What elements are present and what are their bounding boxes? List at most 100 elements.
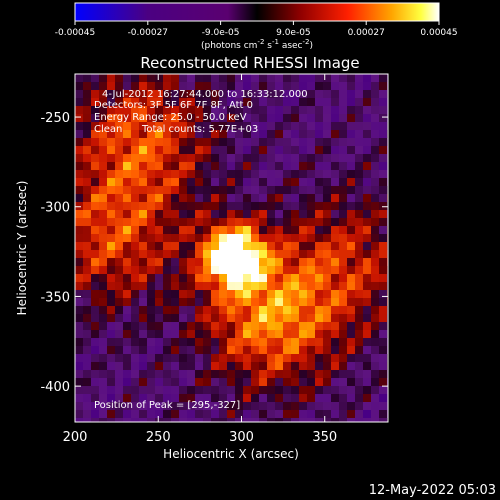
heatmap-cell [347, 82, 356, 91]
heatmap-cell [235, 362, 244, 371]
heatmap-cell [363, 218, 372, 227]
heatmap-cell [203, 418, 212, 422]
heatmap-cell [91, 178, 100, 187]
heatmap-cell [371, 106, 380, 115]
heatmap-cell [347, 250, 356, 259]
heatmap-cell [139, 74, 148, 83]
heatmap-cell [283, 82, 292, 91]
heatmap-cell [195, 402, 204, 411]
heatmap-cell [363, 226, 372, 235]
heatmap-cell [195, 386, 204, 395]
heatmap-cell [331, 146, 340, 155]
heatmap-cell [91, 122, 100, 131]
heatmap-cell [363, 122, 372, 131]
heatmap-cell [123, 322, 132, 331]
heatmap-cell [315, 250, 324, 259]
heatmap-cell [315, 346, 324, 355]
heatmap-cell [195, 154, 204, 163]
heatmap-cell [99, 322, 108, 331]
heatmap-cell [363, 186, 372, 195]
heatmap-cell [75, 162, 84, 171]
heatmap-cell [251, 146, 260, 155]
heatmap-cell [115, 162, 124, 171]
heatmap-cell [75, 258, 84, 267]
heatmap-cell [251, 234, 260, 243]
heatmap-cell [123, 346, 132, 355]
heatmap-cell [379, 418, 388, 422]
heatmap-cell [139, 314, 148, 323]
heatmap-cell [195, 330, 204, 339]
heatmap-cell [195, 322, 204, 331]
heatmap-cell [243, 186, 252, 195]
heatmap-cell [243, 386, 252, 395]
heatmap-cell [251, 266, 260, 275]
heatmap-cell [323, 402, 332, 411]
heatmap-cell [291, 186, 300, 195]
heatmap-cell [107, 346, 116, 355]
heatmap-cell [83, 330, 92, 339]
heatmap-cell [139, 138, 148, 147]
colorbar-tick-label: 9.0e-05 [276, 28, 311, 38]
heatmap-cell [195, 138, 204, 147]
heatmap-cell [371, 194, 380, 203]
heatmap-cell [99, 362, 108, 371]
heatmap-cell [179, 402, 188, 411]
heatmap-cell [315, 290, 324, 299]
heatmap-cell [171, 138, 180, 147]
heatmap-cell [123, 98, 132, 107]
heatmap-cell [323, 258, 332, 267]
heatmap-cell [355, 202, 364, 211]
heatmap-cell [307, 106, 316, 115]
heatmap-cell [107, 410, 116, 419]
heatmap-cell [155, 330, 164, 339]
heatmap-cell [347, 210, 356, 219]
heatmap-cell [219, 202, 228, 211]
heatmap-cell [211, 274, 220, 283]
heatmap-cell [355, 90, 364, 99]
heatmap-cell [179, 226, 188, 235]
heatmap-cell [147, 314, 156, 323]
heatmap-cell [219, 250, 228, 259]
heatmap-cell [203, 218, 212, 227]
heatmap-cell [187, 146, 196, 155]
heatmap-cell [259, 346, 268, 355]
heatmap-cell [219, 242, 228, 251]
heatmap-cell [163, 346, 172, 355]
heatmap-cell [227, 362, 236, 371]
heatmap-cell [323, 378, 332, 387]
heatmap-cell [251, 258, 260, 267]
heatmap-cell [275, 226, 284, 235]
heatmap-cell [83, 274, 92, 283]
heatmap-cell [107, 394, 116, 403]
heatmap-cell [379, 138, 388, 147]
heatmap-cell [107, 210, 116, 219]
heatmap-cell [299, 282, 308, 291]
heatmap-cell [363, 370, 372, 379]
heatmap-cell [267, 178, 276, 187]
heatmap-cell [379, 362, 388, 371]
heatmap-cell [75, 194, 84, 203]
heatmap-cell [91, 82, 100, 91]
heatmap-cell [339, 178, 348, 187]
heatmap-cell [283, 306, 292, 315]
heatmap-cell [251, 314, 260, 323]
heatmap-cell [219, 74, 228, 83]
heatmap-cell [251, 178, 260, 187]
heatmap-cell [299, 338, 308, 347]
heatmap-cell [91, 306, 100, 315]
heatmap-cell [371, 178, 380, 187]
heatmap-cell [251, 362, 260, 371]
heatmap-cell [219, 330, 228, 339]
y-tick-label: -400 [40, 380, 70, 395]
heatmap-cell [75, 106, 84, 115]
heatmap-cell [275, 74, 284, 83]
heatmap-cell [163, 106, 172, 115]
heatmap-cell [259, 250, 268, 259]
heatmap-cell [115, 130, 124, 139]
heatmap-cell [219, 306, 228, 315]
heatmap-cell [75, 298, 84, 307]
heatmap-cell [203, 346, 212, 355]
heatmap-cell [115, 178, 124, 187]
heatmap-cell [91, 394, 100, 403]
